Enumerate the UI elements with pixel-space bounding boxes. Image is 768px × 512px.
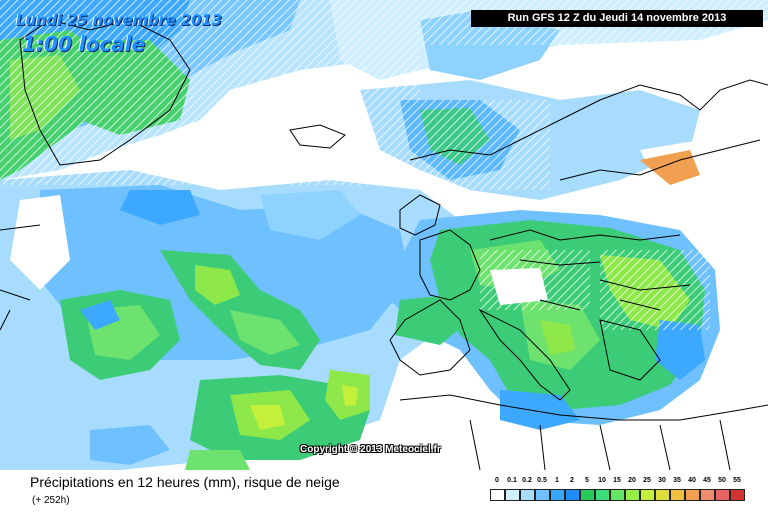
map-footer: Précipitations en 12 heures (mm), risque… <box>0 470 768 512</box>
legend-label: 0.1 <box>507 477 517 484</box>
legend-label: 30 <box>658 477 666 484</box>
legend-label: 25 <box>643 477 651 484</box>
legend-swatch <box>700 489 715 501</box>
snow-risk-hatching <box>0 0 768 330</box>
legend-labels: 0 0.1 0.2 0.5 1 2 5 10 15 20 25 30 35 40 45 50 55 <box>490 477 750 487</box>
legend-label: 35 <box>673 477 681 484</box>
legend-swatch <box>580 489 595 501</box>
legend-label: 40 <box>688 477 696 484</box>
legend-label: 45 <box>703 477 711 484</box>
legend-swatch <box>730 489 745 501</box>
precipitation-map <box>0 0 768 470</box>
legend-label: 20 <box>628 477 636 484</box>
legend-label: 5 <box>585 477 589 484</box>
legend-swatch <box>490 489 505 501</box>
legend-label: 55 <box>733 477 741 484</box>
legend-label: 1 <box>555 477 559 484</box>
precip-cells-west <box>60 250 370 470</box>
legend-swatch <box>595 489 610 501</box>
legend-swatch <box>715 489 730 501</box>
legend-swatch <box>505 489 520 501</box>
legend-swatch <box>685 489 700 501</box>
legend-label: 10 <box>598 477 606 484</box>
legend-swatch <box>520 489 535 501</box>
legend-swatch <box>565 489 580 501</box>
legend-swatch <box>670 489 685 501</box>
legend-swatch <box>535 489 550 501</box>
forecast-time: 1:00 locale <box>22 32 146 56</box>
legend-swatch <box>610 489 625 501</box>
legend-swatch <box>550 489 565 501</box>
forecast-date: Lundi 25 novembre 2013 <box>16 11 222 29</box>
coastlines <box>0 19 768 470</box>
legend-swatch <box>625 489 640 501</box>
model-run-label: Run GFS 12 Z du Jeudi 14 novembre 2013 <box>471 10 763 27</box>
color-legend: 0 0.1 0.2 0.5 1 2 5 10 15 20 25 30 35 40 45 50 55 <box>490 477 750 507</box>
legend-label: 0.2 <box>522 477 532 484</box>
legend-label: 2 <box>570 477 574 484</box>
legend-swatches <box>490 489 745 501</box>
legend-label: 0.5 <box>537 477 547 484</box>
legend-swatch <box>640 489 655 501</box>
legend-swatch <box>655 489 670 501</box>
legend-label: 0 <box>495 477 499 484</box>
legend-label: 15 <box>613 477 621 484</box>
forecast-offset: (+ 252h) <box>32 495 70 506</box>
copyright-notice: Copyright © 2013 Meteociel.fr <box>300 444 441 455</box>
legend-label: 50 <box>718 477 726 484</box>
footer-title: Précipitations en 12 heures (mm), risque… <box>30 474 340 490</box>
